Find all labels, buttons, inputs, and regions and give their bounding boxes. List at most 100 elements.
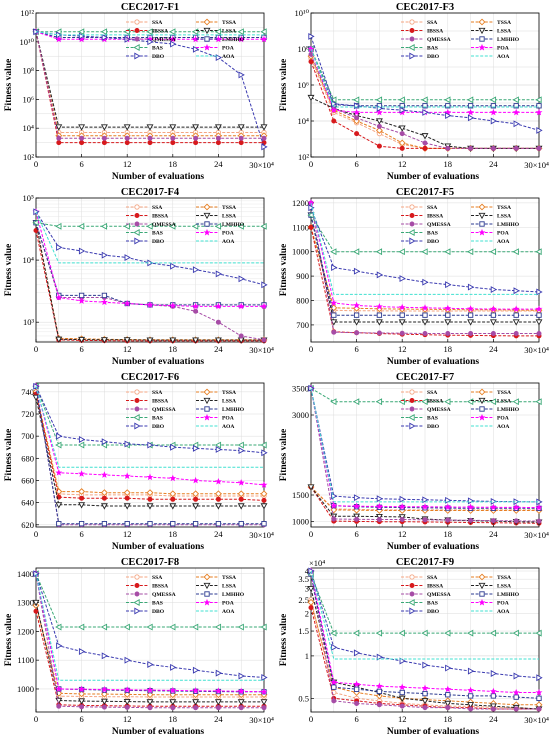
grid	[310, 568, 540, 712]
data-point	[445, 103, 451, 109]
legend-label: QMESSA	[427, 222, 451, 228]
data-point	[78, 436, 86, 443]
data-point	[100, 489, 108, 497]
data-point	[123, 489, 131, 497]
series-line	[35, 31, 265, 148]
y-tick-label: 1000	[292, 247, 309, 257]
data-point	[307, 484, 315, 491]
legend-label: POA	[497, 601, 509, 607]
x-tick-label: 18	[169, 159, 178, 169]
chart-title: CEC2017-F3	[396, 2, 454, 13]
data-point	[238, 135, 244, 141]
data-point	[191, 222, 199, 230]
legend-label: DBO	[152, 239, 165, 245]
series-lssa	[32, 394, 268, 510]
series-line	[310, 48, 539, 101]
data-point	[261, 521, 267, 527]
plot-frame	[310, 567, 540, 713]
data-point	[32, 219, 39, 227]
data-point	[353, 319, 361, 326]
y-tick-label: 3.5	[298, 574, 309, 584]
y-tick-label: 10⁶	[23, 94, 35, 104]
series-line	[35, 397, 264, 507]
data-point	[147, 496, 153, 502]
y-tick-label: 1000	[17, 684, 34, 694]
data-point	[513, 287, 520, 295]
series-line	[35, 573, 264, 681]
x-tick-label: 18	[444, 714, 453, 724]
legend-marker	[478, 228, 486, 236]
data-point	[330, 678, 338, 686]
x-tick-label: 0	[309, 529, 313, 539]
x-tick-label: 0	[34, 159, 38, 169]
series-aoa	[35, 573, 264, 681]
series-line	[35, 222, 264, 341]
legend-label: LMHHO	[497, 37, 520, 43]
data-point	[535, 398, 542, 406]
data-point	[192, 302, 200, 310]
data-point	[467, 693, 474, 699]
data-point	[308, 59, 314, 65]
legend-marker	[203, 27, 211, 35]
x-tick-label: 12	[123, 529, 132, 539]
data-point	[260, 623, 267, 631]
data-point	[354, 700, 360, 706]
data-point	[398, 248, 405, 256]
legend-label: BAS	[152, 416, 163, 422]
series-dbo	[308, 204, 543, 296]
y-tick-label: 3000	[292, 410, 309, 420]
legend: SSA TSSA IBSSA LSSA QMESSA LMHHO BAS POA DBO AOA	[401, 203, 520, 245]
legend-marker	[409, 422, 416, 430]
y-tick-label: 4	[305, 566, 310, 576]
data-point	[79, 495, 85, 501]
y-multiplier: ×10⁴	[309, 558, 325, 568]
x-tick-label: 12	[123, 344, 132, 354]
data-point	[146, 124, 154, 131]
data-point	[376, 702, 382, 708]
legend-marker	[134, 221, 140, 227]
data-point	[422, 496, 429, 504]
data-point	[535, 503, 543, 511]
chart-panel-cec2017-f5: 0 6 12 18 24 30×10⁴ 700 800 900 1000 1100 1200 CEC20…	[275, 185, 550, 370]
legend-marker	[408, 229, 415, 236]
data-point	[146, 337, 154, 344]
data-point	[468, 145, 474, 151]
legend-label: LSSA	[222, 29, 236, 35]
legend-marker	[409, 607, 416, 615]
data-point	[512, 503, 520, 511]
data-point	[261, 449, 268, 457]
data-point	[192, 490, 200, 498]
data-point	[170, 140, 176, 146]
x-tick-label: 6	[354, 529, 358, 539]
y-tick-label: 620	[21, 520, 34, 530]
x-tick-label: 24	[489, 159, 498, 169]
legend-marker	[409, 389, 415, 395]
data-point	[512, 248, 519, 256]
data-point	[513, 312, 519, 318]
data-point	[261, 673, 268, 681]
chart-panel-cec2017-f7: 0 6 12 18 24 30×10⁴ 1000 1500 3000 3500 CEC2017-F7…	[275, 370, 550, 555]
data-point	[376, 312, 383, 318]
data-point	[422, 517, 428, 523]
legend-label: LMHHO	[222, 222, 245, 228]
legend-marker	[133, 44, 140, 51]
data-point	[467, 667, 475, 675]
x-tick-label: 24	[214, 344, 223, 354]
legend-label: AOA	[222, 54, 234, 60]
legend-label: POA	[222, 231, 234, 237]
y-tick-label: 1200	[17, 626, 34, 636]
data-point	[376, 688, 383, 695]
legend-marker	[203, 212, 211, 220]
legend-label: LSSA	[497, 29, 511, 35]
data-point	[147, 38, 154, 46]
x-tick-label: 0	[309, 159, 313, 169]
data-point	[376, 517, 382, 523]
chart-title: CEC2017-F4	[121, 187, 180, 198]
data-point	[78, 292, 85, 299]
data-point	[399, 131, 405, 137]
series-aoa	[35, 31, 264, 36]
legend-label: DBO	[152, 424, 165, 430]
data-point	[101, 140, 107, 146]
series-line	[35, 386, 264, 468]
legend-marker	[134, 582, 140, 588]
